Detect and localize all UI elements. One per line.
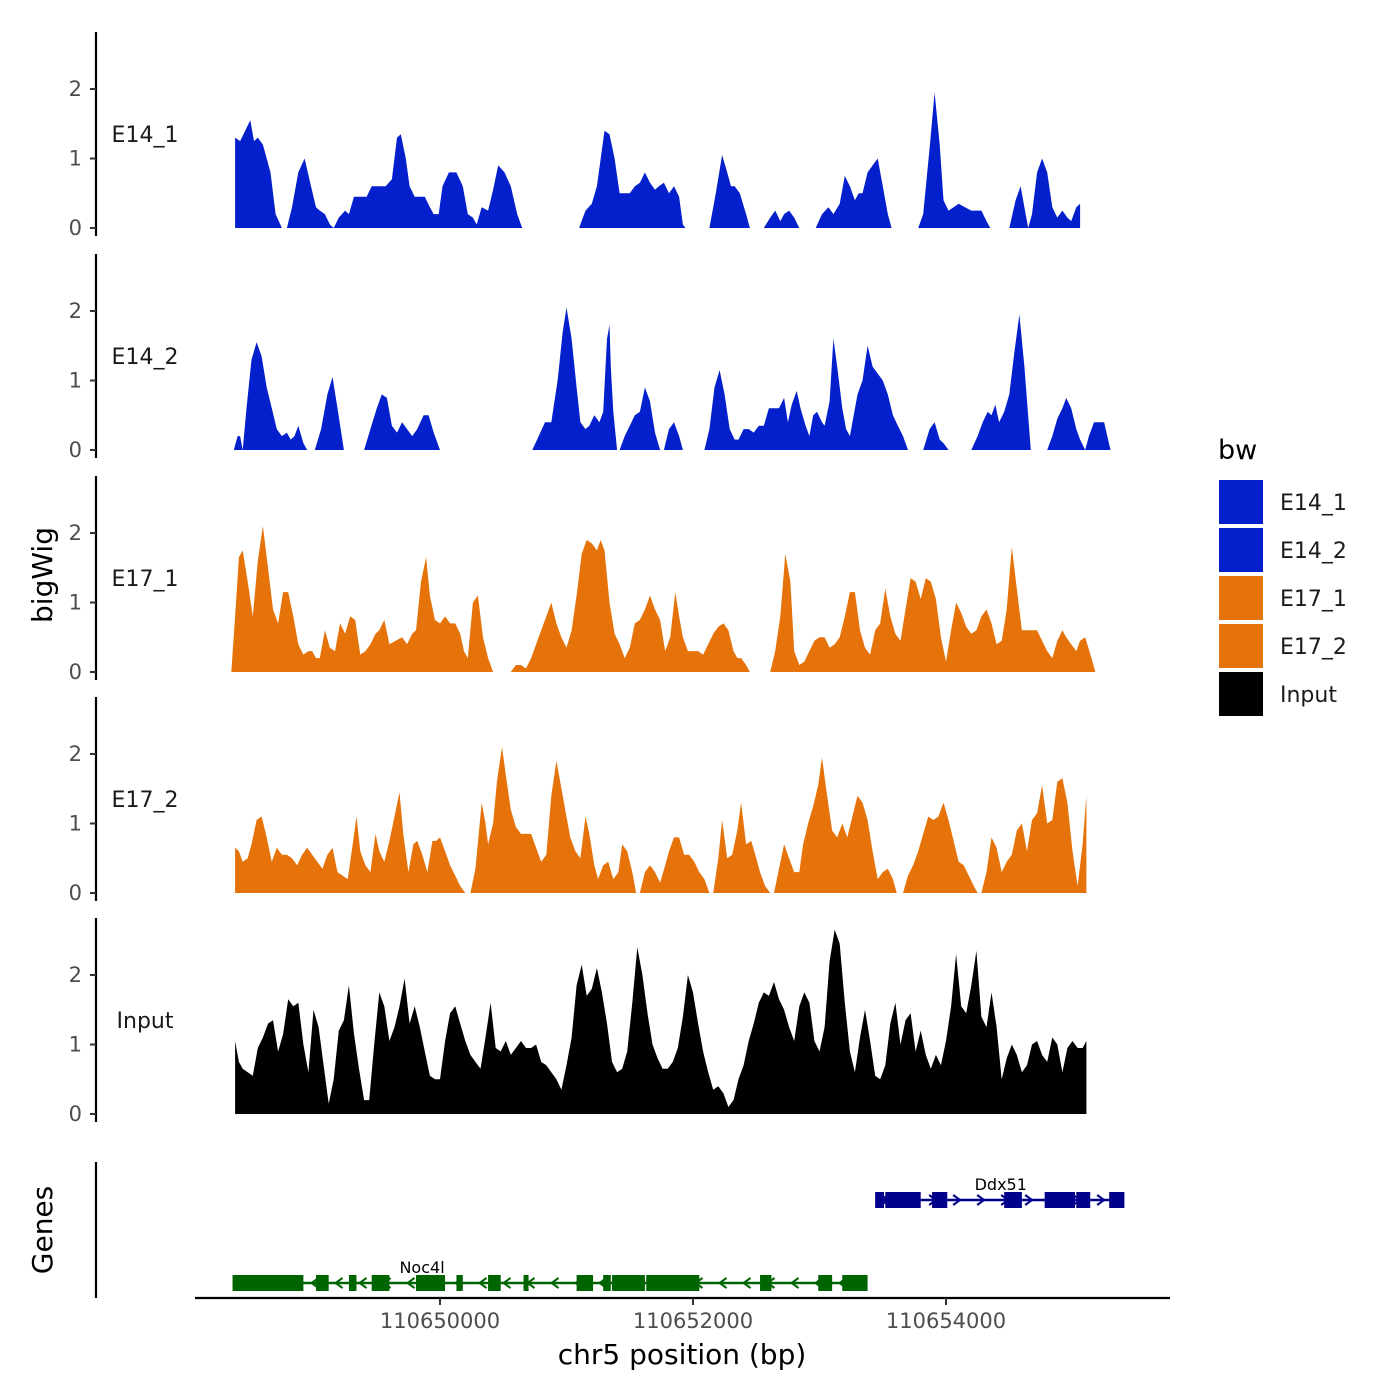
y-tick-label: 0 [69, 216, 82, 240]
gene-exon [576, 1275, 594, 1291]
gene-exon [1076, 1192, 1091, 1208]
legend-key [1219, 528, 1263, 572]
y-tick-label: 2 [69, 299, 82, 323]
strand-chevron [717, 1277, 728, 1289]
strand-chevron [549, 1277, 560, 1289]
gene-exon [415, 1275, 446, 1291]
gene-exon [348, 1275, 357, 1291]
strand-chevron [501, 1277, 512, 1289]
strand-chevron [1096, 1194, 1106, 1206]
gene-exon [316, 1275, 329, 1291]
y-tick-label: 1 [69, 147, 82, 171]
legend-key [1219, 624, 1263, 668]
y-tick-label: 2 [69, 521, 82, 545]
strand-chevron [357, 1277, 368, 1289]
gene-label: Noc4l [399, 1258, 444, 1277]
legend-label: Input [1280, 683, 1337, 708]
gene-exon [646, 1275, 700, 1291]
x-tick-label: 110654000 [886, 1309, 1006, 1333]
track-e14-2: 0 1 2 E14_2 [69, 254, 1111, 462]
legend-label: E14_2 [1280, 539, 1347, 564]
track-label: Input [117, 1009, 174, 1034]
track-e14-1: 0 1 2 E14_1 [69, 32, 1081, 240]
y-tick-label: 1 [69, 1033, 82, 1057]
signal-tracks: 0 1 2 E14_1 0 1 2 E14_2 0 1 2 E17_1 0 1 2 E17_2 0 1 2 Input [69, 32, 1111, 1126]
genes-axis-title: Genes [26, 1186, 59, 1274]
gene-exon [875, 1192, 885, 1208]
gene-exon [612, 1275, 645, 1291]
strand-chevron [741, 1277, 752, 1289]
legend-label: E17_1 [1280, 587, 1347, 612]
gene-label: Ddx51 [975, 1175, 1027, 1194]
x-axis: 110650000 110652000 110654000 [195, 1296, 1170, 1333]
legend-title: bw [1218, 435, 1257, 466]
y-axis-title: bigWig [26, 527, 59, 623]
track-label: E14_1 [112, 123, 179, 148]
gene-ddx51: Ddx51 [875, 1175, 1125, 1208]
signal-area [233, 307, 1111, 450]
gene-exon [932, 1192, 948, 1208]
gene-track: Ddx51 Noc4l [94, 1162, 1125, 1298]
legend-key [1219, 480, 1263, 524]
track-e17-1: 0 1 2 E17_1 [69, 476, 1096, 684]
x-tick-label: 110650000 [380, 1309, 500, 1333]
strand-chevron [952, 1194, 962, 1206]
signal-area [235, 92, 1081, 228]
gene-noc4l: Noc4l [232, 1258, 868, 1291]
y-tick-label: 0 [69, 881, 82, 905]
track-label: E17_1 [112, 567, 179, 592]
x-axis-title: chr5 position (bp) [558, 1338, 807, 1371]
gene-exon [488, 1275, 501, 1291]
strand-chevron [1024, 1194, 1034, 1206]
legend: bw E14_1 E14_2 E17_1 E17_2 Input [1218, 435, 1347, 716]
x-tick-label: 110652000 [633, 1309, 753, 1333]
strand-chevron [789, 1277, 800, 1289]
legend-key [1219, 672, 1263, 716]
gene-exon [523, 1275, 529, 1291]
gene-exon [842, 1275, 868, 1291]
track-label: E17_2 [112, 788, 179, 813]
strand-chevron [333, 1277, 344, 1289]
y-tick-label: 1 [69, 812, 82, 836]
track-e17-2: 0 1 2 E17_2 [69, 697, 1087, 905]
y-tick-label: 2 [69, 963, 82, 987]
legend-key [1219, 576, 1263, 620]
gene-exon [371, 1275, 390, 1291]
gene-exon [1044, 1192, 1076, 1208]
y-tick-label: 0 [69, 660, 82, 684]
gene-exon [760, 1275, 772, 1291]
legend-label: E17_2 [1280, 635, 1347, 660]
signal-area [235, 929, 1087, 1114]
gene-exon [456, 1275, 463, 1291]
strand-chevron [477, 1277, 488, 1289]
gene-exon [603, 1275, 611, 1291]
gene-exon [885, 1192, 921, 1208]
y-tick-label: 0 [69, 438, 82, 462]
gene-exon [818, 1275, 833, 1291]
y-tick-label: 1 [69, 591, 82, 615]
y-tick-label: 2 [69, 77, 82, 101]
track-input: 0 1 2 Input [69, 918, 1087, 1126]
legend-label: E14_1 [1280, 491, 1347, 516]
strand-chevron [405, 1277, 416, 1289]
y-tick-label: 1 [69, 369, 82, 393]
gene-exon [232, 1275, 304, 1291]
strand-chevron [976, 1194, 986, 1206]
signal-area [231, 526, 1096, 672]
y-tick-label: 0 [69, 1102, 82, 1126]
gene-exon [1109, 1192, 1125, 1208]
y-tick-label: 2 [69, 742, 82, 766]
signal-area [235, 747, 1087, 893]
gene-exon [1004, 1192, 1022, 1208]
track-label: E14_2 [112, 345, 179, 370]
